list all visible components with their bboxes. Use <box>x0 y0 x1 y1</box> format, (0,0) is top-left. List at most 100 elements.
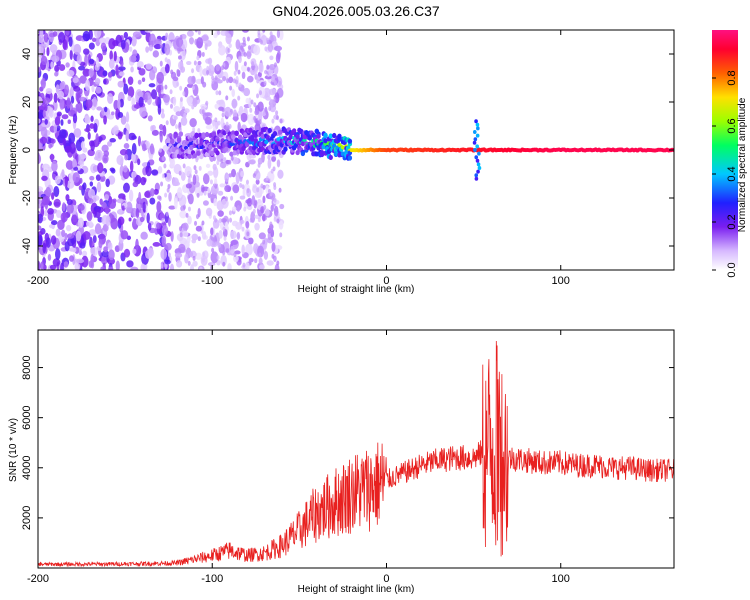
spectrogram-cell <box>58 32 66 43</box>
spectrogram-cell <box>161 173 165 179</box>
spectrogram-cell <box>206 238 213 247</box>
spectrogram-cell <box>273 62 277 68</box>
spectrogram-cell <box>240 170 245 178</box>
spectrogram-cell <box>288 134 293 140</box>
spectrogram-cell <box>72 172 80 183</box>
spectrogram-cell <box>94 30 102 39</box>
spectrogram-cell <box>245 97 250 104</box>
spectrogram-cell <box>210 198 214 204</box>
spectrogram-cell <box>201 187 205 193</box>
spectrogram-cell <box>50 220 58 226</box>
spectrogram-cell <box>40 55 48 66</box>
spectrogram-cell <box>241 71 246 80</box>
spectrogram-cell <box>139 216 145 223</box>
spectrogram-cell <box>307 135 313 141</box>
spectrogram-cell <box>48 143 53 149</box>
spectrogram-cell <box>267 188 271 194</box>
spectrogram-cell <box>265 95 271 101</box>
spectrogram-cell <box>477 151 481 156</box>
spectrogram-cell <box>273 80 277 86</box>
spectrogram-cell <box>47 253 52 261</box>
spectrogram-cell <box>221 75 227 82</box>
spectrogram-cell <box>275 115 279 121</box>
spectrogram-cell <box>53 185 60 198</box>
spectrogram-cell <box>78 185 83 191</box>
spectrogram-cell <box>164 84 168 90</box>
spectrogram-cell <box>50 153 54 163</box>
spectrogram-cell <box>473 148 477 152</box>
spectrogram-cell <box>201 220 205 226</box>
spectrogram-cell <box>295 134 300 140</box>
spectrogram-cell <box>228 210 232 216</box>
spectrogram-cell <box>40 126 48 138</box>
spectrogram-cell <box>258 257 263 265</box>
spectrogram-cell <box>66 70 75 77</box>
spectrogram-cell <box>230 239 239 246</box>
spectrogram-cell <box>49 264 57 270</box>
spectrogram-cell <box>149 188 155 197</box>
spectrogram-cell <box>192 260 198 267</box>
spectrogram-cell <box>76 258 85 264</box>
spectrogram-cell <box>474 119 478 124</box>
spectrogram-cell <box>279 232 283 238</box>
snr-series-line <box>38 340 674 568</box>
spectrogram-cell <box>196 214 200 220</box>
spectrogram-cell <box>206 70 210 76</box>
spectrogram-cell <box>253 102 257 108</box>
spectrogram-cell <box>241 64 248 72</box>
spectrogram-cell <box>204 116 212 125</box>
spectrogram-cell <box>224 30 228 36</box>
spectrogram-cell <box>202 200 209 206</box>
spectrogram-cell <box>179 85 183 91</box>
spectrogram-cell <box>231 88 236 98</box>
spectrogram-cell <box>172 181 181 187</box>
spectrogram-cell <box>53 92 58 103</box>
spectrogram-cell <box>152 50 159 58</box>
spectrogram-cell <box>185 212 189 218</box>
spectrogram-cell <box>95 36 101 47</box>
spectrogram-cell <box>239 219 245 224</box>
spectrogram-cell <box>231 98 238 109</box>
spectrogram-cell <box>140 263 146 270</box>
spectrogram-cell <box>217 30 221 36</box>
spectrogram-cell <box>67 119 71 124</box>
spectrogram-cell <box>184 253 189 264</box>
spectrogram-ytick-label: -40 <box>21 238 33 254</box>
spectrogram-cell <box>72 158 77 168</box>
spectrogram-cell <box>103 115 107 125</box>
spectrogram-cell <box>231 206 237 212</box>
spectrogram-cell <box>234 130 239 137</box>
spectrogram-cell <box>141 111 148 116</box>
spectrogram-cell <box>108 38 116 50</box>
spectrogram-cell <box>201 51 205 57</box>
spectrogram-cell <box>262 184 266 190</box>
spectrogram-cell <box>215 90 219 96</box>
spectrogram-cell <box>204 42 208 51</box>
spectrogram-cell <box>130 66 134 73</box>
spectrogram-cell <box>217 190 224 196</box>
spectrogram-cell <box>132 49 138 58</box>
spectrogram-cell <box>96 181 102 193</box>
spectrogram-cell <box>476 169 480 174</box>
spectrogram-cell <box>62 137 67 146</box>
spectrogram-cell <box>161 217 165 223</box>
spectrogram-cell <box>81 250 88 257</box>
spectrogram-cell <box>123 31 129 39</box>
spectrogram-cell <box>190 264 194 270</box>
spectrogram-cell <box>253 203 257 209</box>
spectrogram-cell <box>175 149 180 155</box>
spectrogram-cell <box>70 95 75 104</box>
spectrogram-cell <box>165 120 169 126</box>
spectrogram-cell <box>137 91 144 97</box>
spectrogram-ytick-label: 0 <box>21 147 33 153</box>
spectrogram-cell <box>125 111 130 123</box>
spectrogram-cell <box>138 191 142 204</box>
spectrogram-cell <box>172 76 179 82</box>
spectrogram-cell <box>179 210 187 219</box>
spectrogram-cell <box>116 155 124 166</box>
spectrogram-cell <box>108 266 114 270</box>
spectrogram-cell <box>213 198 218 207</box>
spectrogram-cell <box>84 128 91 133</box>
spectrogram-cell <box>258 141 264 147</box>
spectrogram-cell <box>207 187 211 194</box>
